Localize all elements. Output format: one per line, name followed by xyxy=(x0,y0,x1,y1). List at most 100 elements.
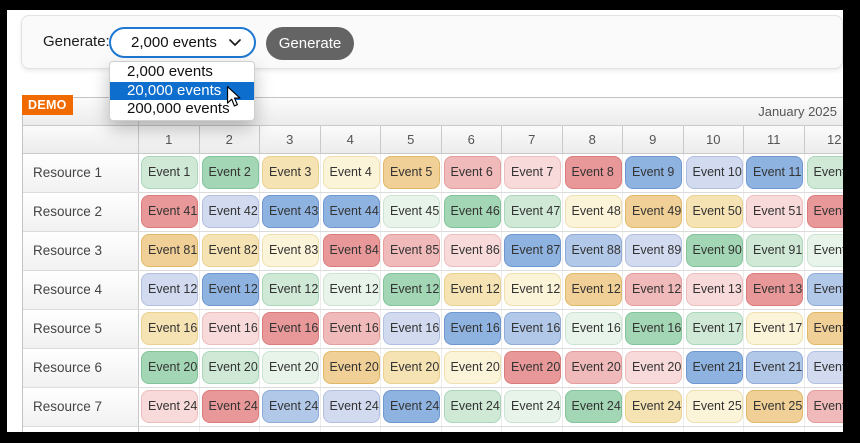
event-box[interactable]: Event 168 xyxy=(564,312,622,345)
event-box[interactable]: Event 132 xyxy=(806,273,843,306)
event-box[interactable]: Event 167 xyxy=(504,312,561,345)
event-box[interactable]: Event 3 xyxy=(262,156,319,189)
event-box[interactable]: Event 86 xyxy=(443,234,501,267)
event-box[interactable]: Event 244 xyxy=(322,390,380,423)
event-box[interactable]: Event 49 xyxy=(625,195,682,228)
events-count-select[interactable]: 2,000 events xyxy=(109,27,256,58)
event-box[interactable]: Event 50 xyxy=(685,195,743,228)
event-box[interactable]: Event 43 xyxy=(262,195,319,228)
event-box[interactable]: Event 122 xyxy=(201,273,259,306)
event-box[interactable]: Event 165 xyxy=(383,312,440,345)
event-box[interactable]: Event 41 xyxy=(141,195,198,228)
event-box[interactable]: Event 169 xyxy=(625,312,682,345)
generate-button[interactable]: Generate xyxy=(266,27,354,60)
event-box[interactable]: Event 91 xyxy=(746,234,803,267)
event-box[interactable]: Event 161 xyxy=(141,312,198,345)
event-box[interactable]: Event 203 xyxy=(262,351,319,384)
event-box[interactable]: Event 84 xyxy=(322,234,380,267)
select-value: 2,000 events xyxy=(131,34,217,51)
event-box[interactable]: Event 51 xyxy=(746,195,803,228)
event-box[interactable]: Event 9 xyxy=(625,156,682,189)
event-box[interactable]: Event 202 xyxy=(201,351,259,384)
event-box[interactable]: Event 251 xyxy=(746,390,803,423)
event-box[interactable]: Event 243 xyxy=(262,390,319,423)
event-box[interactable]: Event 130 xyxy=(685,273,743,306)
grid-column-line xyxy=(561,154,563,432)
event-box[interactable]: Event 242 xyxy=(201,390,259,423)
dropdown-option[interactable]: 20,000 events xyxy=(110,81,254,101)
event-box[interactable]: Event 124 xyxy=(322,273,380,306)
event-box[interactable]: Event 166 xyxy=(443,312,501,345)
event-box[interactable]: Event 89 xyxy=(625,234,682,267)
event-box[interactable]: Event 204 xyxy=(322,351,380,384)
dropdown-option[interactable]: 200,000 events xyxy=(127,100,230,118)
resource-cell: Resource 1 xyxy=(23,154,139,192)
event-box[interactable]: Event 83 xyxy=(262,234,319,267)
event-box[interactable]: Event 81 xyxy=(141,234,198,267)
dropdown-option[interactable]: 2,000 events xyxy=(127,63,213,80)
event-box[interactable]: Event 10 xyxy=(685,156,743,189)
event-box[interactable]: Event 212 xyxy=(806,351,843,384)
demo-badge: DEMO xyxy=(22,95,73,115)
event-box[interactable]: Event 163 xyxy=(262,312,319,345)
event-box[interactable]: Event 171 xyxy=(746,312,803,345)
event-box[interactable]: Event 82 xyxy=(201,234,259,267)
event-box[interactable]: Event 249 xyxy=(625,390,682,423)
event-box[interactable]: Event 85 xyxy=(383,234,440,267)
event-box[interactable]: Event 88 xyxy=(564,234,622,267)
event-box[interactable]: Event 126 xyxy=(443,273,501,306)
event-box[interactable]: Event 162 xyxy=(201,312,259,345)
scheduler-row-partial xyxy=(23,427,843,432)
event-box[interactable]: Event 209 xyxy=(625,351,682,384)
event-box[interactable]: Event 6 xyxy=(443,156,501,189)
event-box[interactable]: Event 1 xyxy=(141,156,198,189)
event-box[interactable]: Event 44 xyxy=(322,195,380,228)
event-box[interactable]: Event 2 xyxy=(201,156,259,189)
event-box[interactable]: Event 46 xyxy=(443,195,501,228)
event-box[interactable]: Event 241 xyxy=(141,390,198,423)
generate-label: Generate: xyxy=(43,33,110,50)
event-box[interactable]: Event 250 xyxy=(685,390,743,423)
event-box[interactable]: Event 128 xyxy=(564,273,622,306)
event-box[interactable]: Event 47 xyxy=(504,195,561,228)
event-box[interactable]: Event 11 xyxy=(746,156,803,189)
chevron-down-icon xyxy=(229,39,241,46)
event-box[interactable]: Event 247 xyxy=(504,390,561,423)
event-box[interactable]: Event 164 xyxy=(322,312,380,345)
event-box[interactable]: Event 206 xyxy=(443,351,501,384)
event-box[interactable]: Event 125 xyxy=(383,273,440,306)
event-box[interactable]: Event 246 xyxy=(443,390,501,423)
event-box[interactable]: Event 248 xyxy=(564,390,622,423)
event-box[interactable]: Event 45 xyxy=(383,195,440,228)
event-box[interactable]: Event 12 xyxy=(806,156,843,189)
event-box[interactable]: Event 48 xyxy=(564,195,622,228)
event-box[interactable]: Event 121 xyxy=(141,273,198,306)
event-box[interactable]: Event 129 xyxy=(625,273,682,306)
event-box[interactable]: Event 201 xyxy=(141,351,198,384)
mouse-cursor xyxy=(226,86,241,107)
event-box[interactable]: Event 211 xyxy=(746,351,803,384)
event-box[interactable]: Event 131 xyxy=(746,273,803,306)
event-box[interactable]: Event 7 xyxy=(504,156,561,189)
event-box[interactable]: Event 92 xyxy=(806,234,843,267)
event-box[interactable]: Event 207 xyxy=(504,351,561,384)
event-box[interactable]: Event 210 xyxy=(685,351,743,384)
event-box[interactable]: Event 5 xyxy=(383,156,440,189)
event-box[interactable]: Event 52 xyxy=(806,195,843,228)
event-box[interactable]: Event 90 xyxy=(685,234,743,267)
event-box[interactable]: Event 208 xyxy=(564,351,622,384)
event-box[interactable]: Event 170 xyxy=(685,312,743,345)
event-box[interactable]: Event 42 xyxy=(201,195,259,228)
event-box[interactable]: Event 4 xyxy=(322,156,380,189)
event-box[interactable]: Event 8 xyxy=(564,156,622,189)
event-box[interactable]: Event 172 xyxy=(806,312,843,345)
event-box[interactable]: Event 245 xyxy=(383,390,440,423)
event-box[interactable]: Event 252 xyxy=(806,390,843,423)
event-box[interactable]: Event 127 xyxy=(504,273,561,306)
event-box[interactable]: Event 123 xyxy=(262,273,319,306)
event-box[interactable]: Event 205 xyxy=(383,351,440,384)
event-box[interactable]: Event 87 xyxy=(504,234,561,267)
